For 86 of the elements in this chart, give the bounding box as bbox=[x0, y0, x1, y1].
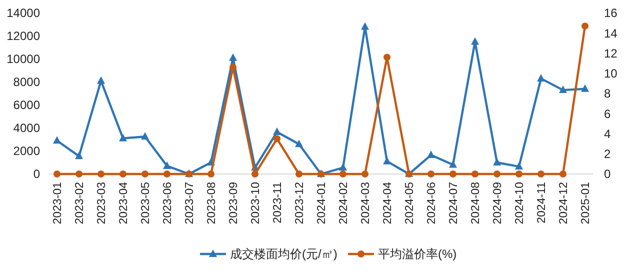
x-tick-label: 2024-06 bbox=[426, 182, 438, 224]
x-tick-label: 2023-05 bbox=[140, 182, 152, 224]
point bbox=[119, 134, 127, 142]
point bbox=[98, 170, 104, 178]
x-tick-label: 2024-11 bbox=[536, 182, 548, 224]
x-tick-label: 2023-04 bbox=[118, 181, 130, 224]
point bbox=[472, 170, 478, 178]
point bbox=[163, 161, 171, 169]
point bbox=[515, 162, 523, 170]
point bbox=[383, 156, 391, 164]
y-tick-label: 4000 bbox=[13, 121, 40, 136]
x-tick-label: 2023-03 bbox=[96, 182, 108, 224]
x-tick-label: 2023-01 bbox=[52, 182, 64, 224]
point bbox=[208, 170, 214, 178]
y2-tick-label: 14 bbox=[604, 26, 618, 40]
x-tick-label: 2023-06 bbox=[162, 182, 174, 224]
y-tick-label: 14000 bbox=[6, 6, 40, 20]
point bbox=[97, 76, 105, 84]
point bbox=[494, 170, 500, 178]
y2-tick-label: 10 bbox=[604, 66, 618, 81]
point bbox=[296, 170, 302, 178]
y-tick-label: 0 bbox=[33, 167, 40, 182]
point bbox=[340, 170, 346, 178]
y2-tick-label: 2 bbox=[604, 147, 611, 162]
point bbox=[450, 170, 456, 178]
x-tick-label: 2023-08 bbox=[206, 182, 218, 224]
point bbox=[164, 170, 170, 178]
point bbox=[141, 132, 149, 140]
x-tick-label: 2023-12 bbox=[294, 182, 306, 224]
y-tick-label: 12000 bbox=[6, 29, 40, 44]
x-tick-label: 2024-08 bbox=[470, 182, 482, 224]
point bbox=[516, 170, 522, 178]
point bbox=[252, 170, 258, 178]
point bbox=[273, 128, 281, 136]
point bbox=[76, 170, 82, 178]
point bbox=[471, 37, 479, 45]
x-tick-label: 2024-12 bbox=[558, 182, 570, 224]
y-tick-label: 10000 bbox=[6, 52, 40, 66]
point bbox=[538, 170, 544, 178]
y-tick-label: 8000 bbox=[13, 75, 40, 90]
point bbox=[362, 170, 368, 178]
point bbox=[581, 84, 589, 92]
point bbox=[559, 86, 567, 94]
y2-tick-label: 4 bbox=[604, 126, 611, 141]
point bbox=[384, 54, 390, 61]
point bbox=[295, 140, 303, 148]
x-tick-label: 2023-09 bbox=[228, 182, 240, 224]
point bbox=[537, 74, 545, 82]
point bbox=[427, 150, 435, 158]
point bbox=[53, 136, 61, 144]
x-tick-label: 2024-04 bbox=[382, 181, 394, 224]
point bbox=[560, 170, 566, 178]
point bbox=[493, 158, 501, 166]
y2-tick-label: 8 bbox=[604, 86, 611, 101]
point bbox=[361, 22, 369, 30]
y2-tick-label: 6 bbox=[604, 106, 611, 121]
point bbox=[54, 170, 60, 178]
x-tick-label: 2024-10 bbox=[514, 182, 526, 224]
point bbox=[428, 170, 434, 178]
point bbox=[229, 53, 237, 61]
x-tick-label: 2024-09 bbox=[492, 182, 504, 224]
point bbox=[449, 160, 457, 168]
y2-tick-label: 16 bbox=[604, 6, 618, 20]
point bbox=[339, 163, 347, 171]
x-tick-label: 2023-11 bbox=[272, 182, 284, 224]
y-tick-label: 6000 bbox=[13, 98, 40, 112]
x-tick-label: 2023-07 bbox=[184, 182, 196, 224]
point bbox=[75, 152, 83, 160]
x-tick-label: 2024-03 bbox=[360, 182, 372, 224]
legend-label: 成交楼面均价(元/㎡) bbox=[230, 247, 338, 262]
x-tick-label: 2023-02 bbox=[74, 182, 86, 224]
y-tick-label: 2000 bbox=[13, 144, 40, 158]
x-tick-label: 2024-05 bbox=[404, 182, 416, 224]
x-tick-label: 2024-07 bbox=[448, 182, 460, 224]
point bbox=[582, 22, 588, 30]
x-tick-label: 2025-01 bbox=[580, 182, 592, 224]
point bbox=[274, 135, 280, 142]
point bbox=[142, 170, 148, 178]
y2-tick-label: 12 bbox=[604, 46, 618, 60]
point bbox=[230, 64, 236, 71]
x-tick-label: 2024-02 bbox=[338, 182, 350, 224]
legend-label: 平均溢价率(%) bbox=[378, 247, 457, 262]
y2-tick-label: 0 bbox=[604, 167, 611, 182]
x-tick-label: 2023-10 bbox=[250, 182, 262, 224]
x-tick-label: 2024-01 bbox=[316, 182, 328, 224]
point bbox=[120, 170, 126, 178]
